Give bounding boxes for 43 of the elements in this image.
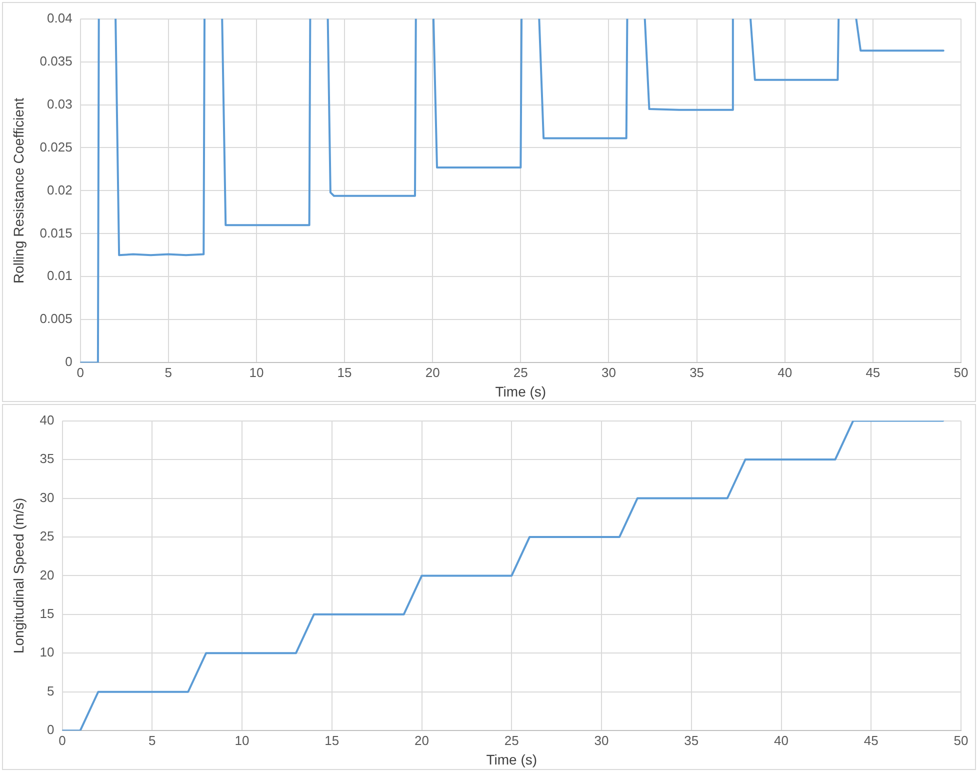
y-tick-label: 0.005 (40, 311, 72, 326)
y-tick-label: 0 (47, 722, 54, 738)
y-tick-label: 10 (40, 644, 54, 660)
x-tick-label: 45 (864, 732, 878, 748)
x-tick-label: 30 (602, 364, 616, 380)
x-tick-label: 25 (513, 364, 528, 380)
x-tick-label: 5 (164, 364, 172, 380)
x-tick-label: 50 (954, 732, 968, 748)
x-tick-label: 20 (425, 364, 440, 380)
y-tick-label: 0.03 (47, 96, 72, 112)
y-tick-label: 30 (40, 490, 54, 505)
y-tick-label: 0.02 (47, 182, 72, 198)
x-tick-label: 40 (778, 364, 792, 380)
y-tick-label: 20 (40, 567, 54, 582)
x-tick-label: 25 (504, 732, 519, 748)
x-tick-label: 35 (684, 732, 699, 748)
y-tick-label: 0.01 (47, 268, 72, 284)
y-tick-label: 25 (40, 528, 54, 544)
x-axis-title: Time (s) (495, 383, 546, 400)
x-tick-label: 10 (234, 732, 250, 748)
y-tick-label: 0.04 (47, 10, 72, 26)
y-tick-label: 0.015 (40, 225, 72, 240)
y-tick-label: 15 (40, 606, 54, 622)
x-tick-label: 30 (594, 732, 609, 748)
y-tick-label: 0.035 (40, 53, 72, 68)
x-tick-label: 35 (690, 364, 704, 380)
x-tick-label: 0 (76, 364, 84, 380)
x-tick-label: 50 (954, 364, 968, 380)
x-tick-label: 20 (414, 732, 429, 748)
x-tick-label: 45 (866, 364, 880, 380)
y-tick-label: 40 (40, 412, 54, 428)
x-tick-label: 10 (249, 364, 264, 380)
y-axis-title: Longitudinal Speed (m/s) (10, 498, 26, 654)
x-tick-label: 15 (337, 364, 352, 380)
x-tick-label: 15 (324, 732, 340, 748)
y-tick-label: 35 (40, 451, 54, 466)
x-tick-label: 40 (774, 732, 788, 748)
y-axis-title: Rolling Resistance Coefficient (10, 98, 26, 284)
y-tick-label: 5 (47, 683, 54, 698)
y-tick-label: 0.025 (40, 139, 72, 154)
x-tick-label: 5 (148, 732, 156, 748)
y-tick-label: 0 (65, 354, 72, 370)
x-axis-title: Time (s) (486, 751, 538, 768)
